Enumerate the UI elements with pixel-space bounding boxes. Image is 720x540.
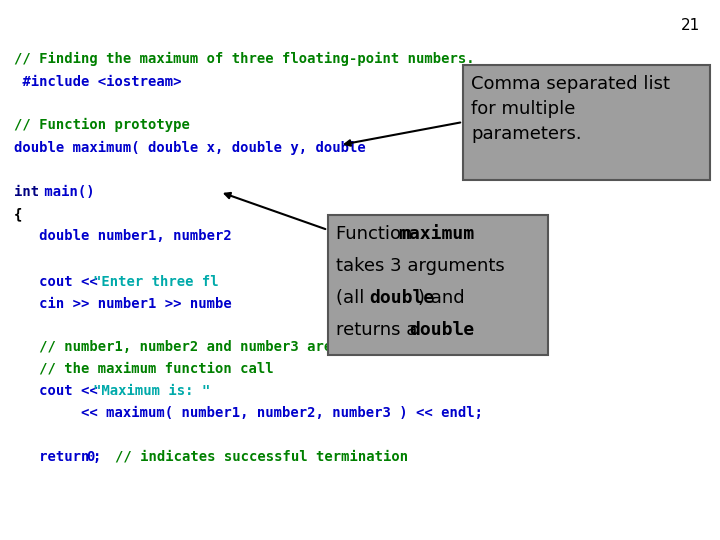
Text: main(): main() <box>35 185 94 199</box>
Text: double number1, number2: double number1, number2 <box>14 229 232 243</box>
Text: double maximum( double x, double y, double: double maximum( double x, double y, doub… <box>14 141 366 155</box>
Text: .: . <box>458 321 464 339</box>
Text: int: int <box>14 185 39 199</box>
Text: cout <<: cout << <box>14 275 106 289</box>
Text: s: ";: s: "; <box>201 275 385 289</box>
Text: cin >> number1 >> numbe: cin >> number1 >> numbe <box>14 297 232 311</box>
Text: {: { <box>14 207 22 221</box>
Text: ) and: ) and <box>418 289 464 307</box>
Text: #include <iostream>: #include <iostream> <box>14 75 181 89</box>
Text: double: double <box>409 321 474 339</box>
Text: "Enter three fl: "Enter three fl <box>93 275 219 289</box>
Text: // Finding the maximum of three floating-point numbers.: // Finding the maximum of three floating… <box>14 52 474 66</box>
Bar <box>463 65 710 180</box>
Text: // indicates successful termination: // indicates successful termination <box>114 450 408 464</box>
Text: maximum: maximum <box>398 225 474 243</box>
Text: 0: 0 <box>86 450 94 464</box>
Bar <box>328 215 548 355</box>
Text: ;: ; <box>93 450 118 464</box>
Text: Comma separated list
for multiple
parameters.: Comma separated list for multiple parame… <box>471 75 670 143</box>
Text: returns a: returns a <box>336 321 423 339</box>
Text: return: return <box>14 450 98 464</box>
Text: Function: Function <box>336 225 418 243</box>
Text: 21: 21 <box>680 18 700 33</box>
Text: double: double <box>369 289 434 307</box>
Text: // Function prototype: // Function prototype <box>14 118 190 132</box>
Text: "Maximum is: ": "Maximum is: " <box>93 384 210 398</box>
Text: takes 3 arguments: takes 3 arguments <box>336 257 505 275</box>
Text: (all: (all <box>336 289 370 307</box>
Text: // the maximum function call: // the maximum function call <box>14 362 274 376</box>
Text: cout <<: cout << <box>14 384 106 398</box>
Text: // number1, number2 and number3 are arguments to: // number1, number2 and number3 are argu… <box>14 340 441 354</box>
Text: << maximum( number1, number2, number3 ) << endl;: << maximum( number1, number2, number3 ) … <box>14 406 483 420</box>
